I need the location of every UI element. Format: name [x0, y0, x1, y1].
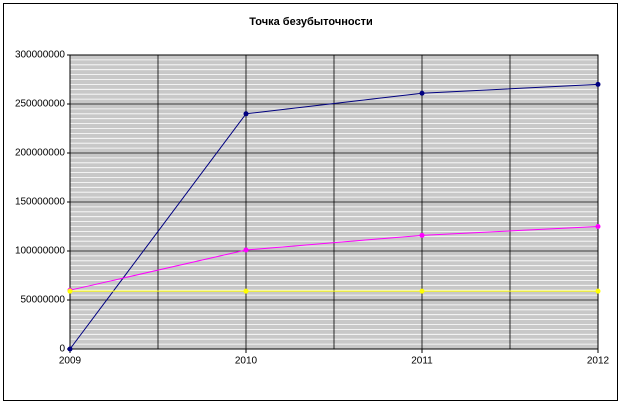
y-tick-label: 200000000	[15, 148, 65, 159]
y-tick-label: 150000000	[15, 197, 65, 208]
data-point	[243, 288, 249, 294]
x-tick-label: 2012	[587, 356, 610, 367]
data-point	[419, 288, 425, 294]
x-tick-label: 2010	[235, 356, 258, 367]
y-tick-label: 300000000	[15, 50, 65, 61]
data-point	[595, 288, 601, 294]
data-point	[595, 81, 601, 87]
series-line	[69, 226, 599, 291]
chart-title: Точка безубыточности	[249, 16, 373, 28]
y-tick-label: 250000000	[15, 99, 65, 110]
data-point	[595, 224, 601, 229]
y-tick-label: 50000000	[21, 295, 66, 306]
plot-border	[69, 54, 599, 350]
data-point	[67, 288, 73, 294]
data-point	[243, 111, 249, 117]
y-tick-label: 0	[59, 344, 65, 355]
data-point	[419, 90, 425, 96]
series-line	[69, 83, 599, 350]
x-tick-label: 2011	[411, 356, 433, 367]
x-tick-label: 2009	[59, 356, 82, 367]
data-point	[419, 232, 425, 238]
data-point	[243, 247, 249, 253]
data-point	[67, 346, 73, 352]
y-tick-label: 100000000	[15, 246, 65, 257]
